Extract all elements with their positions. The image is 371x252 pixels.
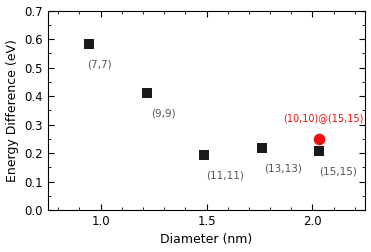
Point <box>201 153 207 157</box>
Text: (11,11): (11,11) <box>207 171 244 181</box>
Y-axis label: Energy Difference (eV): Energy Difference (eV) <box>6 39 19 182</box>
X-axis label: Diameter (nm): Diameter (nm) <box>160 233 253 246</box>
Text: (7,7): (7,7) <box>87 59 111 70</box>
Text: (15,15): (15,15) <box>319 167 357 177</box>
Point <box>316 137 322 141</box>
Point <box>259 146 265 150</box>
Point <box>144 91 150 95</box>
Point <box>316 149 322 153</box>
Text: (10,10)@(15,15): (10,10)@(15,15) <box>283 113 363 123</box>
Text: (9,9): (9,9) <box>151 109 176 119</box>
Text: (13,13): (13,13) <box>264 164 302 174</box>
Point <box>86 42 92 46</box>
